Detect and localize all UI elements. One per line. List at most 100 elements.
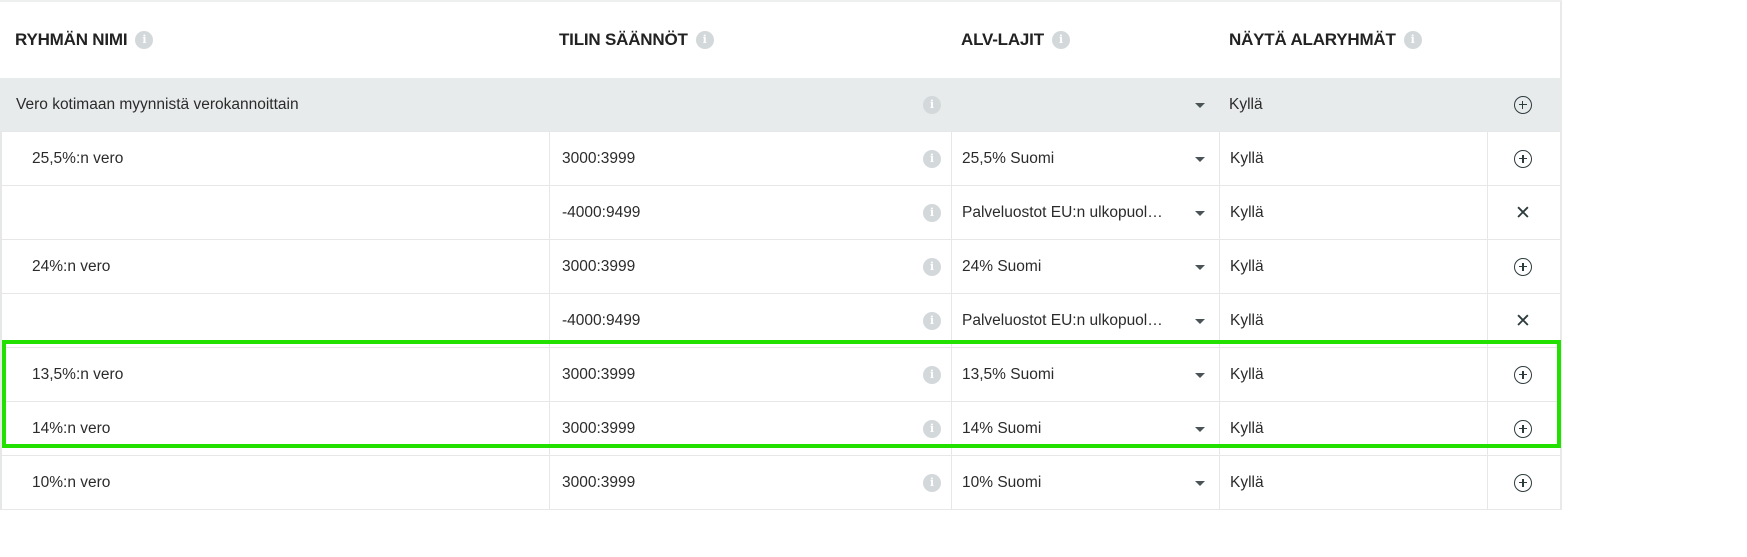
vat-type-value: 10% Suomi [962,473,1042,491]
info-icon[interactable]: i [923,203,941,222]
show-subgroups-cell[interactable]: Kyllä [1219,132,1487,185]
info-icon[interactable]: i [923,473,941,492]
add-circle-icon[interactable] [1513,95,1532,114]
group-name: 24%:n vero [32,257,111,275]
group-name-cell[interactable]: 14%:n vero [0,402,549,455]
account-rule: 3000:3999 [562,473,636,491]
vat-type-select[interactable]: Palveluostot EU:n ulkopuol… [951,186,1219,239]
chevron-down-icon[interactable] [1195,426,1205,432]
group-name-cell[interactable] [0,186,549,239]
add-circle-icon[interactable] [1514,257,1532,276]
row-action-button[interactable] [1487,78,1558,131]
group-name-cell[interactable] [0,294,549,347]
row-action-button[interactable] [1487,456,1558,509]
close-icon[interactable]: ✕ [1515,309,1531,332]
vat-type-value: Palveluostot EU:n ulkopuol… [962,203,1163,221]
vat-type-select[interactable]: Palveluostot EU:n ulkopuol… [951,294,1219,347]
show-subgroups-value: Kyllä [1230,365,1264,383]
chevron-down-icon[interactable] [1195,372,1205,378]
account-groups-table: RYHMÄN NIMI i TILIN SÄÄNNÖT i ALV-LAJIT i N… [0,0,1562,510]
add-circle-icon[interactable] [1514,419,1532,438]
chevron-down-icon[interactable] [1195,480,1205,486]
group-name: Vero kotimaan myynnistä verokannoittain [16,95,299,113]
row-action-button[interactable] [1487,132,1558,185]
info-icon[interactable]: i [923,365,941,384]
row-action-button[interactable]: ✕ [1487,294,1558,347]
vat-type-select[interactable]: 14% Suomi [951,402,1219,455]
show-subgroups-value: Kyllä [1230,473,1264,491]
show-subgroups-cell[interactable]: Kyllä [1219,186,1487,239]
chevron-down-icon[interactable] [1195,264,1205,270]
group-name: 13,5%:n vero [32,365,124,383]
row-action-button[interactable] [1487,240,1558,293]
account-rule-cell[interactable]: -4000:9499 i [549,294,951,347]
info-icon[interactable]: i [695,31,714,49]
show-subgroups-value: Kyllä [1230,311,1264,329]
account-rule: -4000:9499 [562,311,641,329]
info-icon[interactable]: i [923,419,941,438]
show-subgroups-cell[interactable]: Kyllä [1219,348,1487,401]
account-rule-cell[interactable]: 3000:3999 i [549,348,951,401]
add-circle-icon[interactable] [1514,473,1532,492]
row-action-button[interactable]: ✕ [1487,186,1558,239]
header-show-subgroups: NÄYTÄ ALARYHMÄT i [1219,30,1487,50]
header-account-rules: TILIN SÄÄNNÖT i [549,30,951,50]
account-rule: 3000:3999 [562,257,636,275]
account-rule-cell[interactable]: 3000:3999 i [549,402,951,455]
vat-type-select[interactable]: 25,5% Suomi [951,132,1219,185]
account-rule: 3000:3999 [562,365,636,383]
group-name: 25,5%:n vero [32,149,124,167]
show-subgroups-value: Kyllä [1230,419,1264,437]
table-row: 13,5%:n vero 3000:3999 i 13,5% Suomi Kyll… [0,348,1560,402]
vat-type-select[interactable]: 24% Suomi [951,240,1219,293]
account-rule-cell[interactable]: 3000:3999 i [549,456,951,509]
header-label: ALV-LAJIT [961,30,1044,49]
account-rule-cell[interactable]: 3000:3999 i [549,132,951,185]
info-icon[interactable]: i [923,149,941,168]
close-icon[interactable]: ✕ [1515,201,1531,224]
table-row: -4000:9499 i Palveluostot EU:n ulkopuol… … [0,186,1560,240]
header-label: RYHMÄN NIMI [15,30,128,49]
row-action-button[interactable] [1487,402,1558,455]
table-header: RYHMÄN NIMI i TILIN SÄÄNNÖT i ALV-LAJIT i N… [0,2,1560,78]
vat-type-value: 14% Suomi [962,419,1042,437]
info-icon[interactable]: i [923,95,941,114]
group-name-cell[interactable]: Vero kotimaan myynnistä verokannoittain [0,78,549,131]
show-subgroups-value: Kyllä [1230,149,1264,167]
group-name-cell[interactable]: 10%:n vero [0,456,549,509]
account-rule-cell[interactable]: i [549,78,951,131]
info-icon[interactable]: i [923,257,941,276]
info-icon[interactable]: i [1051,31,1070,49]
chevron-down-icon[interactable] [1195,318,1205,324]
vat-type-value: 25,5% Suomi [962,149,1055,167]
add-circle-icon[interactable] [1514,149,1532,168]
show-subgroups-cell[interactable]: Kyllä [1219,402,1487,455]
table-row: 10%:n vero 3000:3999 i 10% Suomi Kyllä [0,456,1560,510]
show-subgroups-cell[interactable]: Kyllä [1219,240,1487,293]
info-icon[interactable]: i [1403,31,1422,49]
group-name-cell[interactable]: 25,5%:n vero [0,132,549,185]
info-icon[interactable]: i [135,31,154,49]
chevron-down-icon[interactable] [1195,210,1205,216]
vat-type-value: 24% Suomi [962,257,1042,275]
show-subgroups-cell[interactable]: Kyllä [1219,78,1487,131]
chevron-down-icon[interactable] [1195,156,1205,162]
group-name-cell[interactable]: 13,5%:n vero [0,348,549,401]
add-circle-icon[interactable] [1514,365,1532,384]
table-row: -4000:9499 i Palveluostot EU:n ulkopuol… … [0,294,1560,348]
chevron-down-icon[interactable] [1195,102,1205,108]
show-subgroups-value: Kyllä [1229,95,1263,113]
group-name-cell[interactable]: 24%:n vero [0,240,549,293]
vat-type-select[interactable]: 10% Suomi [951,456,1219,509]
vat-type-select[interactable] [951,78,1219,131]
vat-type-value: 13,5% Suomi [962,365,1055,383]
account-rule-cell[interactable]: -4000:9499 i [549,186,951,239]
account-rule-cell[interactable]: 3000:3999 i [549,240,951,293]
show-subgroups-cell[interactable]: Kyllä [1219,294,1487,347]
show-subgroups-cell[interactable]: Kyllä [1219,456,1487,509]
vat-type-select[interactable]: 13,5% Suomi [951,348,1219,401]
row-action-button[interactable] [1487,348,1558,401]
info-icon[interactable]: i [923,311,941,330]
header-vat-types: ALV-LAJIT i [951,30,1219,50]
show-subgroups-value: Kyllä [1230,257,1264,275]
